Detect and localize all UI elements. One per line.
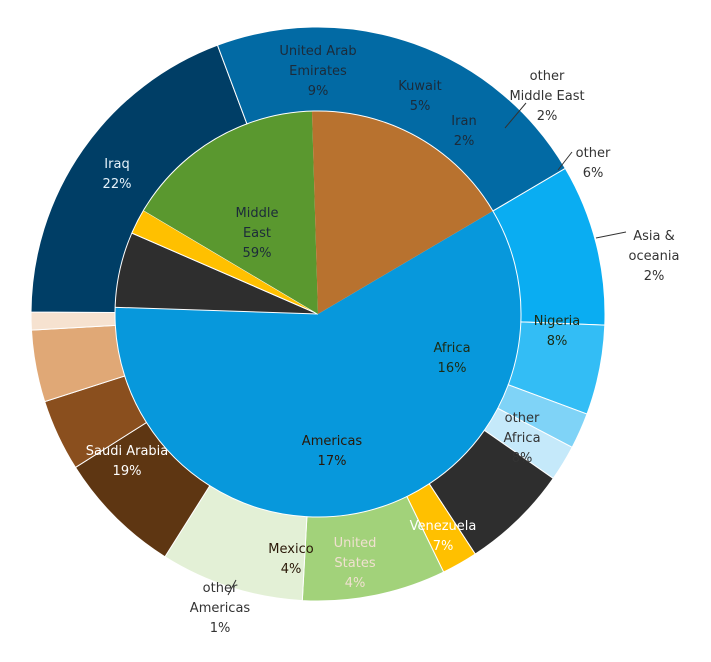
leader-asia-and-oceania <box>595 231 627 239</box>
label-outer-other-americas: other Americas 1% <box>190 581 251 636</box>
label-outer-iran: Iran 2% <box>451 114 476 149</box>
label-outer-other: other 6% <box>576 146 611 181</box>
inner-slice-middle-east <box>115 210 522 517</box>
leader-other <box>557 151 573 171</box>
label-outer-united-states: United States 4% <box>334 536 377 591</box>
label-outer-other-africa: other Africa 8% <box>503 411 540 466</box>
label-outer-nigeria: Nigeria 8% <box>534 314 581 349</box>
inner-slice-africa <box>143 111 318 314</box>
outer-slice-iraq <box>216 26 566 212</box>
label-outer-iraq: Iraq 22% <box>103 157 132 192</box>
label-outer-other-middle-east: other Middle East 2% <box>509 69 584 124</box>
label-inner-middle-east: Middle East 59% <box>236 206 279 261</box>
outer-ring <box>30 26 606 602</box>
label-inner-africa: Africa 16% <box>433 341 470 376</box>
label-inner-americas: Americas 17% <box>302 434 363 469</box>
leader-other-americas <box>227 579 237 596</box>
label-outer-kuwait: Kuwait 5% <box>398 79 441 114</box>
leader-lines <box>227 102 627 596</box>
inner-slice-americas <box>311 111 493 314</box>
label-outer-mexico: Mexico 4% <box>268 542 313 577</box>
label-outer-asia-and-oceania: Asia & oceania 2% <box>629 229 680 284</box>
leader-other-middle-east <box>504 102 527 129</box>
label-outer-venezuela: Venezuela 7% <box>410 519 477 554</box>
slice-labels: United Arab Emirates 9% Kuwait 5% Iran 2% other… <box>86 44 680 636</box>
label-outer-united-arab-emirates: United Arab Emirates 9% <box>279 44 356 99</box>
label-outer-saudi-arabia: Saudi Arabia 19% <box>86 444 169 479</box>
